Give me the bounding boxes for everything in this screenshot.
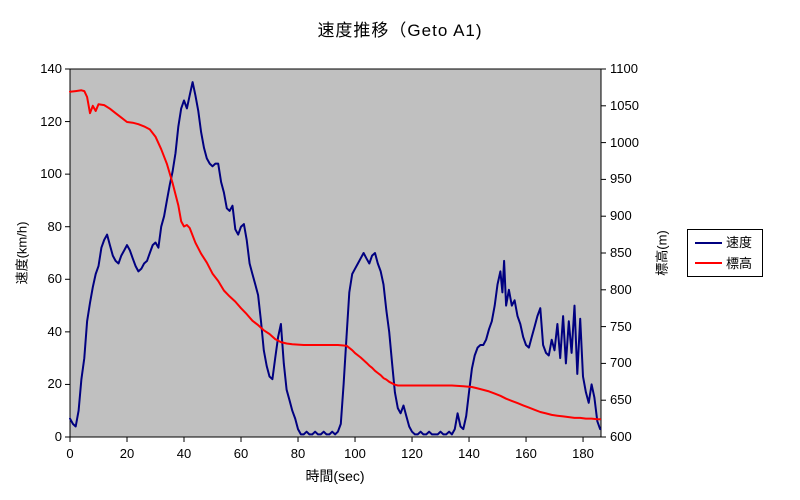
x-tick-label: 80	[290, 446, 306, 461]
x-tick-label: 20	[119, 446, 135, 461]
y-right-tick-label: 850	[610, 245, 632, 260]
y-left-tick-label: 40	[47, 323, 62, 339]
x-tick-label: 100	[344, 446, 366, 461]
x-tick-label: 0	[66, 446, 74, 461]
y-right-tick-label: 600	[610, 429, 632, 444]
legend-item-speed: 速度	[695, 235, 762, 250]
x-tick-label: 40	[176, 446, 192, 461]
y-left-tick-label: 0	[54, 429, 62, 444]
y-right-tick-label: 1100	[610, 61, 638, 76]
x-axis-title: 時間(sec)	[305, 468, 365, 484]
speed-line-swatch	[695, 241, 722, 244]
y-left-tick-label: 20	[47, 376, 62, 392]
y-right-tick-label: 750	[610, 318, 632, 334]
y-right-tick-label: 650	[610, 392, 632, 408]
legend: 速度 標高	[687, 229, 763, 277]
y-left-tick-label: 120	[40, 113, 62, 129]
legend-label-elevation: 標高	[726, 255, 753, 271]
y-right-tick-label: 950	[610, 171, 632, 187]
y-right-tick-label: 800	[610, 281, 632, 297]
y-right-tick-label: 1000	[610, 134, 639, 150]
legend-item-elevation: 標高	[695, 256, 762, 271]
y-left-tick-label: 100	[40, 166, 62, 182]
y-right-tick-label: 900	[610, 208, 632, 224]
y-axis-right-title: 標高(m)	[654, 230, 670, 276]
x-tick-label: 160	[515, 446, 537, 461]
chart-title: 速度推移（Geto A1)	[317, 21, 483, 40]
y-left-tick-label: 140	[40, 61, 62, 76]
x-tick-label: 60	[233, 446, 249, 461]
y-right-tick-label: 700	[610, 355, 632, 371]
x-tick-label: 180	[572, 446, 594, 461]
x-tick-label: 140	[458, 446, 480, 461]
y-right-tick-label: 1050	[610, 97, 639, 113]
legend-label-speed: 速度	[726, 235, 753, 251]
elevation-line-swatch	[695, 262, 722, 265]
x-tick-label: 120	[401, 446, 423, 461]
y-left-tick-label: 80	[47, 218, 62, 234]
y-left-tick-label: 60	[47, 271, 62, 287]
